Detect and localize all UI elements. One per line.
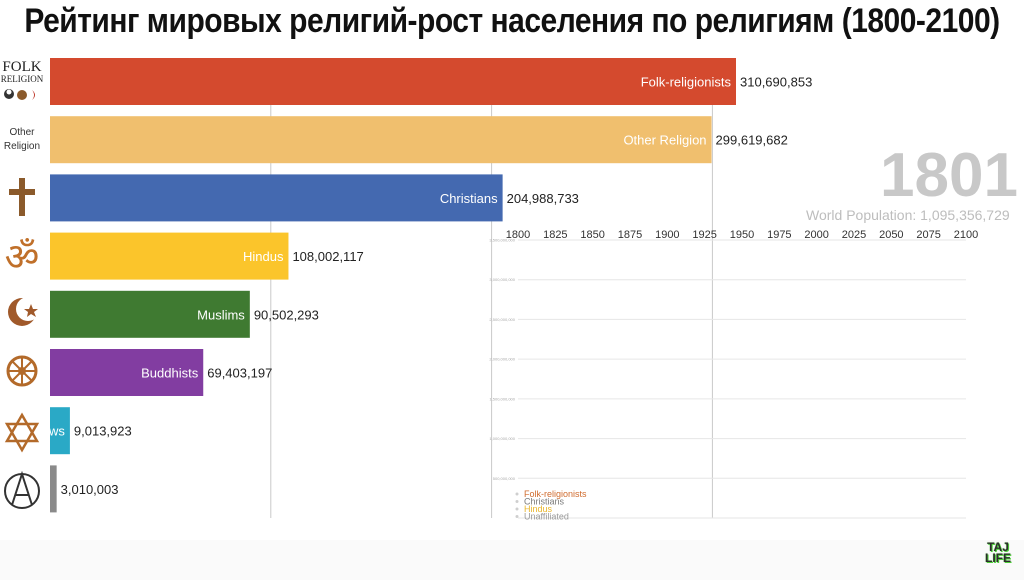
bar-label: ws [48,424,65,439]
inset-x-tick: 1975 [767,229,791,241]
inset-x-tick: 1825 [543,229,567,241]
inset-x-tick: 1850 [580,229,604,241]
bar-chart-bars: Folk-religionists 310,690,853 Other Religi… [48,58,812,513]
inset-y-tick: 2,000,000,000 [489,357,515,362]
inset-legend-label: Hindus [524,504,553,514]
inset-x-tick: 1900 [655,229,679,241]
bar-value-label: 108,002,117 [292,249,363,264]
cross-icon [9,178,35,216]
bar [50,58,736,105]
inset-legend-marker [515,515,519,518]
bar-value-label: 69,403,197 [207,366,272,381]
inset-y-tick: 3,000,000,000 [489,277,515,282]
inset-y-tick: 500,000,000 [493,476,516,481]
bar [50,116,712,164]
bar [50,407,70,455]
crescent-icon [8,297,40,326]
bar-label: Other Religion [623,133,706,148]
inset-x-tick: 2025 [842,229,866,241]
om-icon: ॐ [5,235,40,279]
inset-line-chart: 1800 1825 1850 1875 1900 1925 1950 1975 2000 2025… [489,229,978,522]
bar-label: Folk-religionists [641,75,732,90]
chart-title: Рейтинг мировых религий-рост населения п… [24,2,1000,40]
bar-value-label: 90,502,293 [254,307,319,322]
inset-y-tick: 3,500,000,000 [489,238,515,243]
inset-x-tick: 2050 [879,229,903,241]
atheist-icon [4,470,40,509]
inset-legend-label: Christians [524,497,565,507]
bar [50,174,503,222]
inset-y-tick: 2,500,000,000 [489,317,515,322]
inset-y-tick: 1,500,000,000 [489,396,515,401]
brand-line-1: TAJ [987,540,1009,554]
bar-label: Hindus [243,249,284,264]
inset-legend-marker [515,492,519,496]
brand-logo: TAJ LIFE [978,540,1018,565]
bar-label: Muslims [197,307,245,322]
world-population-readout: World Population: 1,095,356,729 [806,207,1010,223]
bar [50,232,289,280]
bar-value-label: 3,010,003 [61,482,119,497]
bar-value-label: 299,619,682 [716,133,788,148]
bar [50,349,204,396]
bar-label: Buddhists [141,366,199,381]
other-icon-sublabel: Religion [4,141,40,152]
svg-text:ॐ: ॐ [5,235,40,279]
bar-label: Christians [440,191,498,206]
dharma-wheel-icon [6,355,38,387]
inset-x-tick: 2100 [954,229,978,241]
folk-icon-sublabel: RELIGION [1,74,44,84]
year-readout: 1801 [880,141,1018,210]
bar-value-label: 204,988,733 [507,191,579,206]
inset-legend-marker [515,507,519,511]
bar-value-label: 310,690,853 [740,75,812,90]
inset-x-tick: 1950 [730,229,754,241]
inset-x-tick: 2000 [804,229,828,241]
bottom-strip [0,540,1024,580]
inset-legend-label: Unaffiliated [524,512,569,522]
folk-icon-label: FOLK [2,59,41,75]
inset-legend-marker [515,500,519,503]
other-religion-icon: Other Religion [4,127,40,152]
inset-y-tick: 1,000,000,000 [489,436,515,441]
folk-religion-icon: FOLK RELIGION [1,59,44,100]
inset-x-tick: 1875 [618,229,642,241]
bar [50,465,57,513]
inset-x-tick: 1800 [506,229,530,241]
brand-line-2: LIFE [985,551,1011,565]
bar [50,290,250,338]
bar-value-label: 9,013,923 [74,424,132,439]
other-icon-label: Other [9,127,35,138]
star-of-david-icon [4,412,40,453]
inset-x-tick: 2075 [916,229,940,241]
inset-x-tick: 1925 [692,229,716,241]
inset-legend-label: Folk-religionists [524,489,587,499]
